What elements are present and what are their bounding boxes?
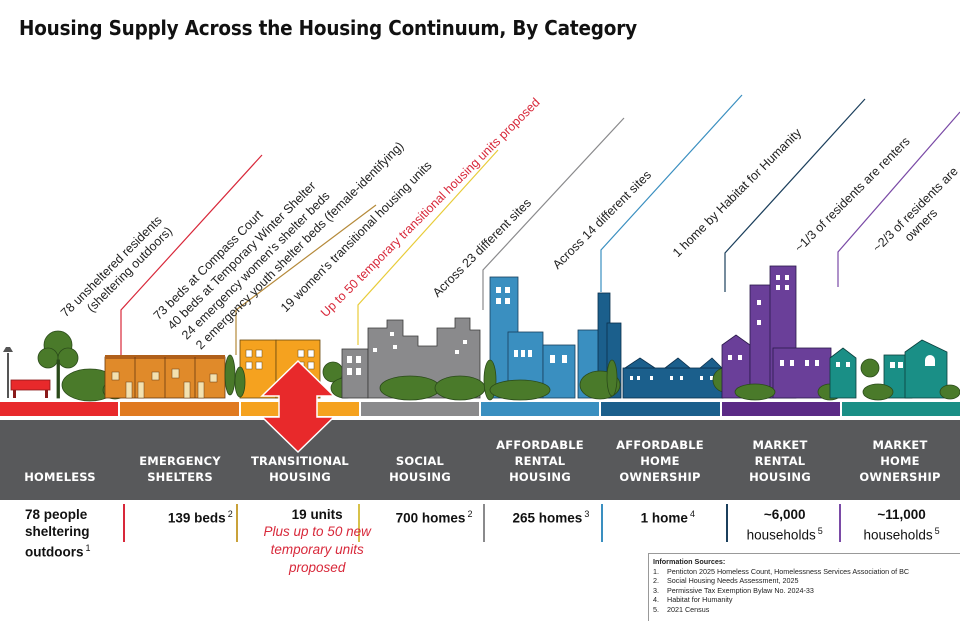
category-values: 78 people sheltering outdoors 1 139 beds 2…	[0, 506, 960, 577]
category-market-rental: MARKET RENTAL HOUSING	[749, 438, 811, 484]
category-band: HOMELESS EMERGENCY SHELTERS TRANSITIONAL H…	[0, 420, 960, 500]
value-affordable-ownership: 1 home 4	[640, 509, 695, 526]
separator	[483, 504, 485, 542]
category-market-ownership: MARKET HOME OWNERSHIP	[859, 438, 941, 484]
affordable-ownership-windows	[630, 376, 713, 380]
bar-affordable-ownership	[601, 402, 720, 416]
value-emergency: 139 beds 2	[167, 509, 233, 526]
bar-transitional	[240, 402, 359, 416]
page-title: Housing Supply Across the Housing Contin…	[19, 16, 637, 40]
market-rental-windows	[728, 275, 819, 366]
leader-lines	[120, 94, 960, 355]
value-homeless: 78 people sheltering outdoors 1	[25, 507, 91, 560]
sources-list: 1. Penticton 2025 Homeless Count, Homeles…	[653, 567, 956, 615]
separator	[601, 504, 603, 542]
street-lamp-icon	[3, 347, 13, 398]
category-affordable-ownership: AFFORDABLE HOME OWNERSHIP	[616, 438, 704, 484]
bar-emergency	[120, 402, 239, 416]
category-homeless: HOMELESS	[24, 470, 96, 484]
source-item: 1. Penticton 2025 Homeless Count, Homeles…	[653, 566, 910, 576]
value-social: 700 homes 2	[395, 509, 473, 526]
value-market-ownership: ~11,000 households 5	[863, 507, 940, 543]
sources-heading: Information Sources:	[653, 557, 726, 566]
transitional-buildings	[239, 339, 321, 399]
separator	[236, 504, 238, 542]
trees-affordable-rental	[483, 359, 621, 401]
information-sources: Information Sources: 1. Penticton 2025 Ho…	[648, 553, 960, 621]
affordable-ownership-rowhouses	[622, 357, 724, 399]
separator	[726, 504, 728, 542]
separator	[839, 504, 841, 542]
category-social-housing: SOCIAL HOUSING	[389, 454, 451, 484]
affordable-rental-windows	[496, 287, 567, 363]
separator	[358, 504, 360, 542]
city-skyline-illustration	[3, 265, 960, 402]
category-affordable-rental: AFFORDABLE RENTAL HOUSING	[496, 438, 584, 484]
social-windows	[347, 332, 467, 375]
emergency-shelter-building	[104, 355, 226, 399]
bar-social	[360, 402, 479, 416]
bar-market-rental	[721, 402, 840, 416]
bench-icon	[10, 379, 51, 398]
continuum-color-bars	[0, 402, 960, 416]
source-item: 4. Habitat for Humanity	[653, 595, 733, 605]
separator	[123, 504, 125, 542]
market-ownership-houses	[829, 339, 948, 399]
bar-affordable-rental	[481, 402, 600, 416]
value-market-rental: ~6,000 households 5	[746, 507, 823, 543]
category-emergency-shelters: EMERGENCY SHELTERS	[139, 454, 221, 484]
value-affordable-rental: 265 homes 3	[512, 509, 590, 526]
source-item: 5. 2021 Census	[653, 604, 710, 614]
trees-social	[379, 375, 486, 401]
category-transitional-housing: TRANSITIONAL HOUSING	[251, 454, 349, 484]
source-item: 2. Social Housing Needs Assessment, 2025	[653, 576, 799, 586]
value-transitional: 19 units Plus up to 50 new temporary uni…	[259, 506, 376, 577]
source-item: 3. Permissive Tax Exemption Bylaw No. 202…	[653, 585, 814, 595]
bar-market-ownership	[841, 402, 960, 416]
transitional-note: Plus up to 50 new temporary units propos…	[263, 524, 371, 575]
market-ownership-windows	[836, 355, 935, 368]
bar-homeless	[0, 402, 119, 416]
trees-market-ownership	[860, 358, 960, 401]
